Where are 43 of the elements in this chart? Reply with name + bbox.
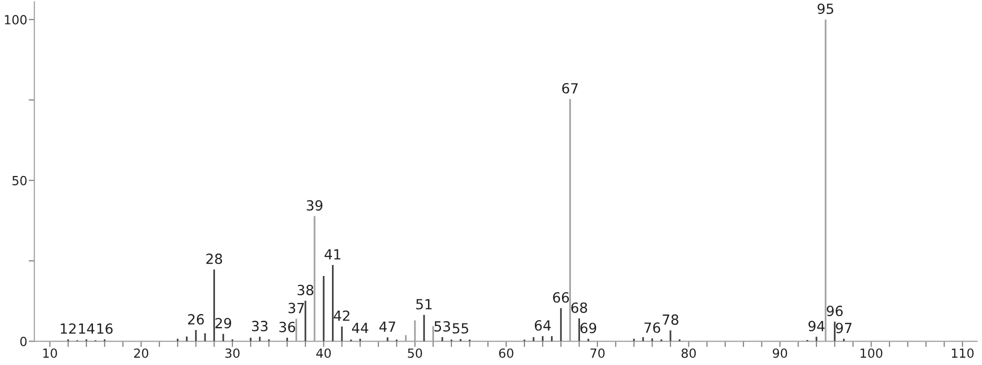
x-tick-label: 50 xyxy=(408,348,422,358)
x-tick-label: 30 xyxy=(225,348,240,358)
annotation: 14 xyxy=(79,324,94,334)
annotation: 37 xyxy=(288,302,304,314)
annotation: 41 xyxy=(324,249,340,260)
annotation: 67 xyxy=(562,83,578,94)
annotation: 33 xyxy=(252,320,268,332)
annotation: 51 xyxy=(416,299,432,310)
annotation: 97 xyxy=(836,322,852,334)
y-tick-label: 50 xyxy=(12,176,27,186)
annotation: 28 xyxy=(206,254,222,264)
x-tick-label: 80 xyxy=(682,348,696,358)
x-tick-label: 10 xyxy=(43,348,58,358)
annotation: 42 xyxy=(334,310,350,321)
x-tick-label: 100 xyxy=(860,348,882,358)
annotation: 94 xyxy=(808,320,825,332)
annotation: 47 xyxy=(379,322,396,332)
annotation: 78 xyxy=(662,314,678,325)
annotation: 36 xyxy=(279,322,296,332)
x-tick-label: 90 xyxy=(772,348,788,358)
annotation: 29 xyxy=(215,318,232,328)
x-tick-label: 70 xyxy=(590,348,605,358)
annotation: 68 xyxy=(571,302,588,313)
annotation: 39 xyxy=(306,200,322,211)
annotation: 69 xyxy=(580,322,596,334)
x-tick-label: 20 xyxy=(134,348,148,358)
annotation: 76 xyxy=(644,322,660,333)
annotation: 12 xyxy=(60,323,76,334)
x-tick-label: 40 xyxy=(316,348,331,358)
annotation: 95 xyxy=(818,4,834,14)
x-tick-label: 60 xyxy=(499,348,514,358)
annotation: 96 xyxy=(826,306,843,316)
annotation: 55 xyxy=(452,323,468,334)
annotation: 16 xyxy=(97,323,113,334)
annotation: 26 xyxy=(188,314,204,325)
x-tick-label: 110 xyxy=(952,348,974,358)
annotation: 53 xyxy=(434,321,450,332)
annotation: 44 xyxy=(352,322,368,334)
annotation: 64 xyxy=(534,320,551,331)
y-tick-label: 100 xyxy=(4,14,27,24)
annotation: 66 xyxy=(553,292,569,303)
annotation: 38 xyxy=(298,284,314,296)
y-tick-label: 0 xyxy=(20,336,27,346)
